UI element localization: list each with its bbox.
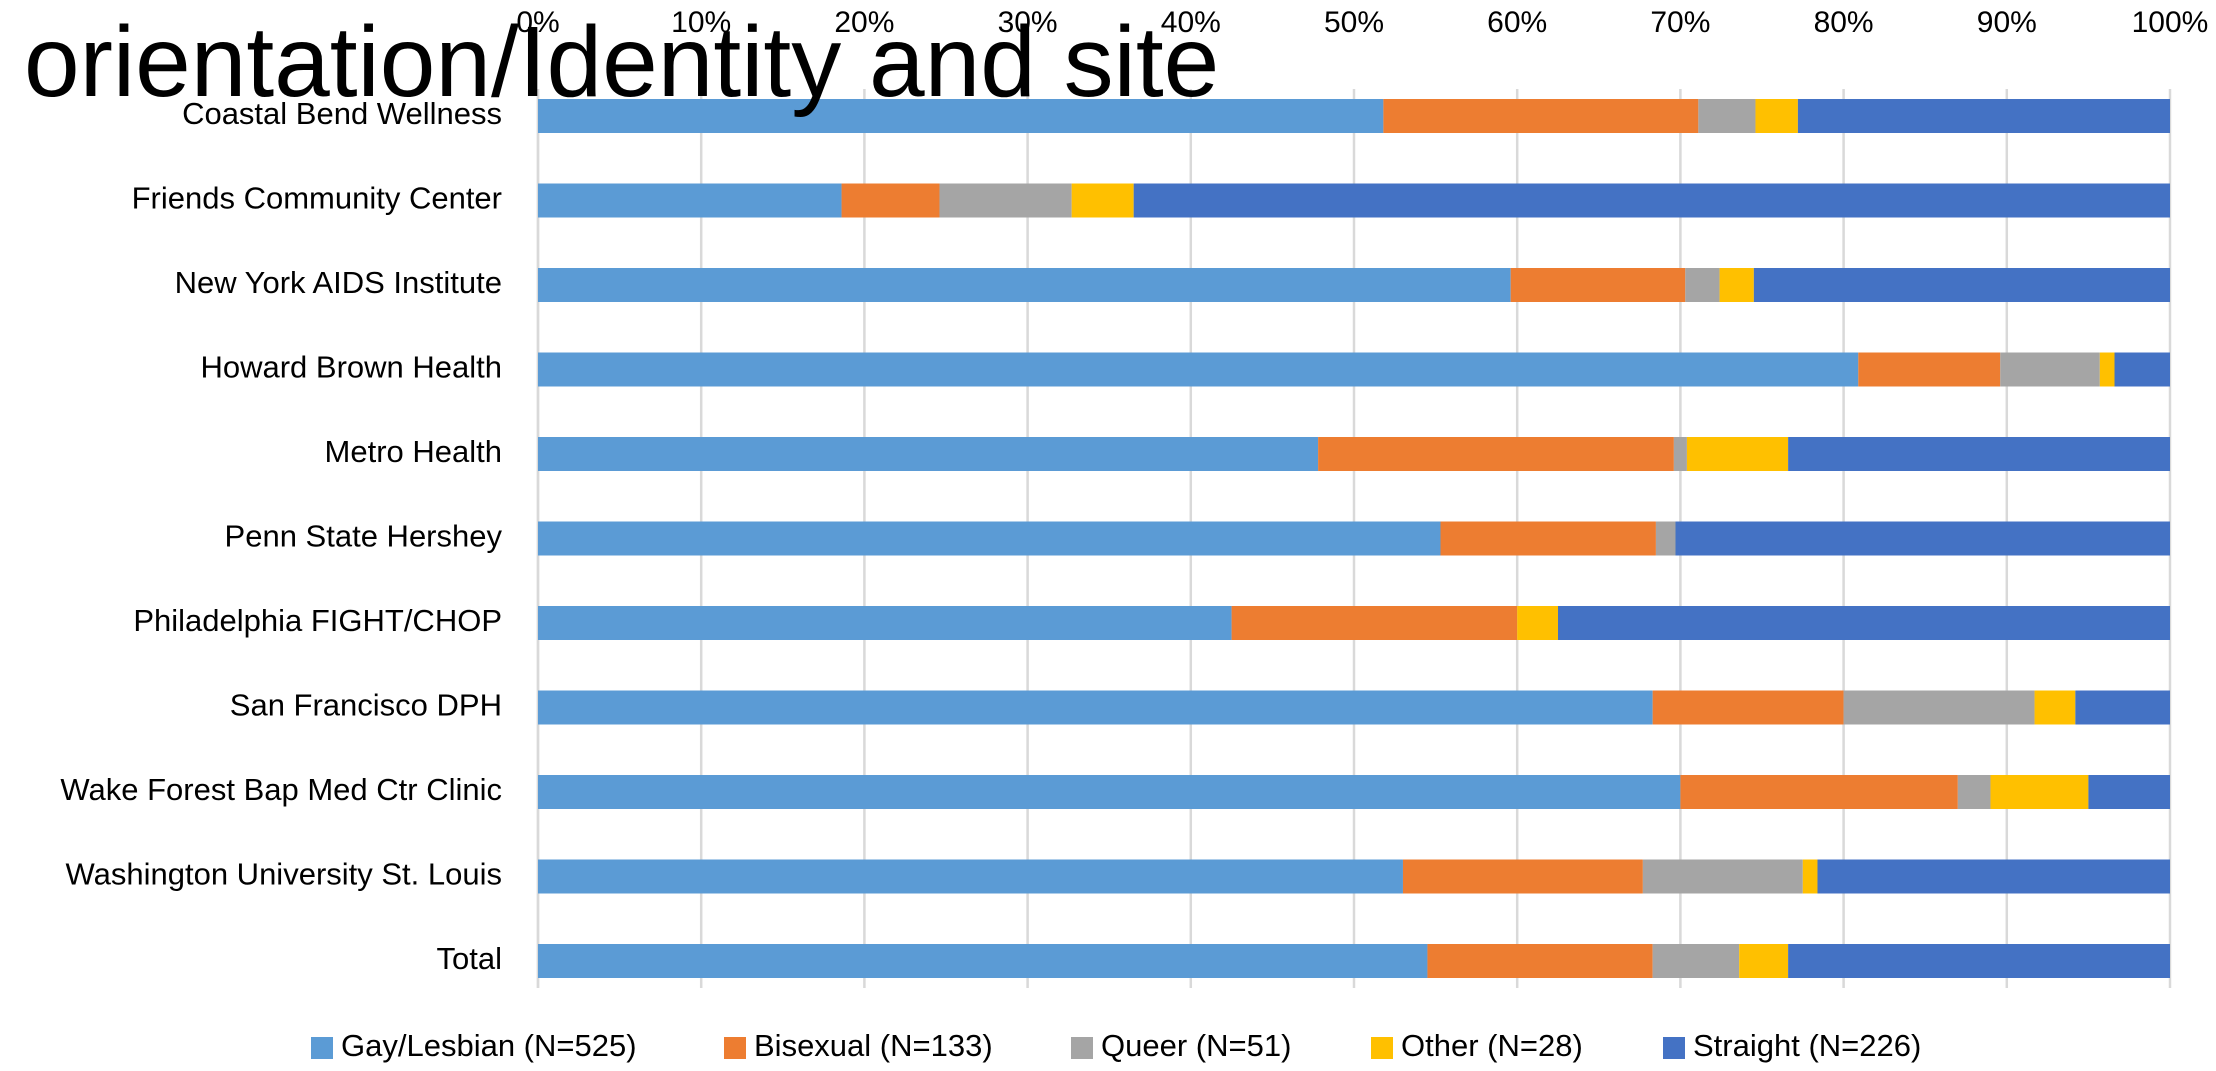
- bar-segment: [538, 775, 1681, 809]
- y-tick-label: Penn State Hershey: [225, 519, 503, 554]
- bar-segment: [538, 268, 1511, 302]
- bar-segment: [2000, 352, 2100, 387]
- y-tick-label: Philadelphia FIGHT/CHOP: [133, 603, 502, 638]
- bar-segment: [538, 944, 1428, 978]
- bar-segment: [1755, 99, 1798, 133]
- bar-segment: [1698, 99, 1756, 133]
- bar-segment: [2034, 690, 2076, 725]
- bar-segment: [1383, 99, 1699, 133]
- y-tick-label: Wake Forest Bap Med Ctr Clinic: [60, 772, 502, 807]
- bar-segment: [1990, 775, 2089, 809]
- y-tick-label: Friends Community Center: [132, 181, 502, 216]
- bar-segment: [841, 183, 940, 218]
- x-tick-label: 100%: [2132, 6, 2209, 39]
- x-tick-label: 90%: [1977, 6, 2037, 39]
- bar-segment: [1652, 944, 1740, 978]
- bar-segment: [1510, 268, 1686, 302]
- bar-segment: [1719, 268, 1754, 302]
- y-tick-label: Washington University St. Louis: [66, 857, 502, 892]
- bar-segment: [2099, 352, 2115, 387]
- bar-segment: [1753, 268, 2170, 302]
- y-tick-label: San Francisco DPH: [230, 688, 502, 723]
- bar-segment: [1642, 859, 1803, 894]
- bar-segment: [2075, 690, 2170, 725]
- bar-segment: [1685, 268, 1720, 302]
- bar-segment: [1440, 521, 1656, 556]
- bar-segment: [538, 690, 1653, 725]
- legend-swatch: [1663, 1037, 1685, 1059]
- bar-segment: [939, 183, 1072, 218]
- bar-segment: [1318, 437, 1674, 471]
- y-tick-label: New York AIDS Institute: [175, 265, 502, 300]
- x-tick-label: 30%: [998, 6, 1058, 39]
- bar-segment: [1231, 606, 1518, 640]
- y-tick-label: Metro Health: [325, 434, 502, 469]
- x-tick-label: 60%: [1487, 6, 1547, 39]
- bar-segment: [1788, 944, 2170, 978]
- bar-segment: [1427, 944, 1653, 978]
- bar-segment: [538, 437, 1319, 471]
- legend-label: Gay/Lesbian (N=525): [341, 1028, 637, 1063]
- bar-segment: [2088, 775, 2170, 809]
- bar-segment: [1797, 99, 2170, 133]
- bar-segment: [1686, 437, 1789, 471]
- bar-segment: [1673, 437, 1687, 471]
- legend-swatch: [311, 1037, 333, 1059]
- x-tick-label: 40%: [1161, 6, 1221, 39]
- bar-segment: [1517, 606, 1558, 640]
- bar-segment: [1739, 944, 1789, 978]
- bar-segment: [538, 606, 1232, 640]
- bar-segment: [1957, 775, 1991, 809]
- y-tick-label: Total: [437, 941, 502, 976]
- bar-segment: [1655, 521, 1676, 556]
- x-tick-label: 70%: [1650, 6, 1710, 39]
- x-tick-label: 0%: [516, 6, 559, 39]
- bar-segment: [1402, 859, 1643, 894]
- y-tick-label: Coastal Bend Wellness: [182, 96, 502, 131]
- bar-segment: [1652, 690, 1844, 725]
- legend-swatch: [1071, 1037, 1093, 1059]
- x-tick-label: 10%: [671, 6, 731, 39]
- legend-swatch: [724, 1037, 746, 1059]
- x-tick-label: 80%: [1814, 6, 1874, 39]
- legend-label: Other (N=28): [1401, 1028, 1583, 1063]
- bar-segment: [538, 352, 1859, 387]
- legend-label: Queer (N=51): [1101, 1028, 1291, 1063]
- bar-segment: [1817, 859, 2170, 894]
- chart-title: orientation/Identity and site: [24, 6, 1219, 118]
- bar-segment: [1558, 606, 2170, 640]
- bar-segment: [1133, 183, 2170, 218]
- bar-segment: [1788, 437, 2170, 471]
- bar-segment: [538, 859, 1403, 894]
- legend-label: Bisexual (N=133): [754, 1028, 993, 1063]
- bar-segment: [538, 183, 842, 218]
- bar-segment: [1071, 183, 1134, 218]
- legend-swatch: [1371, 1037, 1393, 1059]
- bar-segment: [1843, 690, 2035, 725]
- bar-segment: [2114, 352, 2170, 387]
- bar-segment: [538, 99, 1384, 133]
- bar-segment: [1675, 521, 2170, 556]
- legend-label: Straight (N=226): [1693, 1028, 1921, 1063]
- bar-segment: [1680, 775, 1958, 809]
- bar-segment: [1802, 859, 1818, 894]
- y-tick-label: Howard Brown Health: [200, 350, 502, 385]
- x-tick-label: 50%: [1324, 6, 1384, 39]
- bar-segment: [1858, 352, 2001, 387]
- bar-segment: [538, 521, 1441, 556]
- x-tick-label: 20%: [834, 6, 894, 39]
